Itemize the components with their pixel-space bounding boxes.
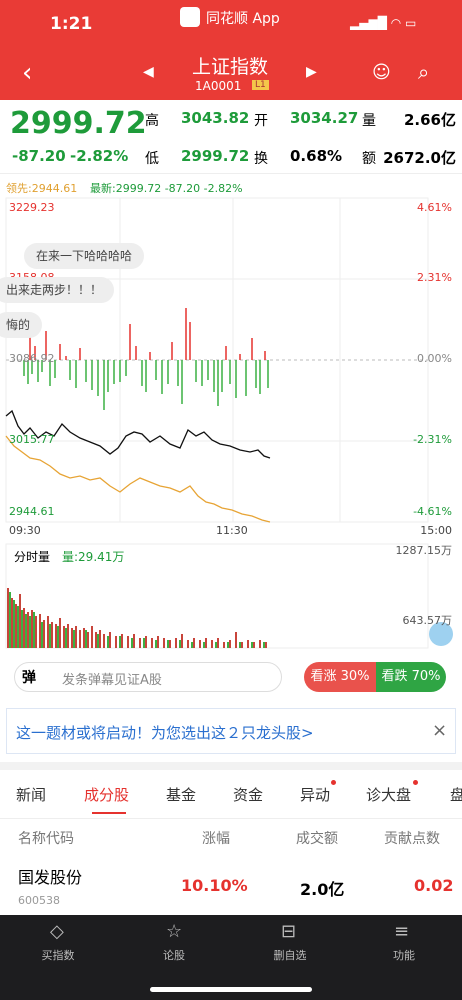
stat-value: 2999.72 — [181, 147, 250, 165]
status-icons: ▂▄▆█ ◠ ▭ — [350, 16, 417, 30]
axis-label: 4.61% — [417, 201, 452, 214]
stock-name[interactable]: 国发股份 — [18, 868, 83, 887]
tab[interactable]: 成分股 — [84, 786, 130, 804]
stat-label: 量 — [362, 113, 376, 129]
danmaku: 出来走两步！！！ — [0, 277, 115, 303]
stat-label: 高 — [145, 113, 159, 129]
search-icon[interactable]: ⌕ — [418, 60, 430, 84]
stat-value: 2672.0亿 — [383, 149, 456, 167]
price: 2999.72 — [10, 106, 147, 141]
stat-value: 3034.27 — [290, 109, 359, 127]
axis-label: 2944.61 — [9, 505, 55, 518]
icon: ⊟ — [281, 921, 297, 942]
divider — [0, 173, 462, 174]
header: 1:21 同花顺 App ▂▄▆█ ◠ ▭ ‹ ◀ 上证指数 ▶ 1A0001 … — [0, 0, 462, 100]
stat-value: 3043.82 — [181, 109, 250, 127]
stat-value: 0.68% — [290, 147, 343, 165]
column-header[interactable]: 涨幅 — [202, 831, 230, 847]
volume-bars — [7, 588, 267, 648]
home-indicator — [150, 987, 312, 992]
banner-close[interactable]: × — [432, 720, 448, 741]
axis-label: -4.61% — [413, 505, 452, 518]
leader-label: 领先:2944.61 — [6, 182, 78, 195]
volume-bars-down — [9, 592, 265, 648]
robot-icon[interactable]: ☺ — [372, 62, 391, 83]
stat-label: 额 — [362, 151, 376, 167]
volume-current: 量:29.41万 — [62, 550, 125, 564]
price-line — [5, 409, 271, 459]
toolbar-item[interactable]: 删自选 — [273, 949, 307, 962]
tab[interactable]: 资金 — [233, 786, 264, 804]
toolbar-item[interactable]: 买指数 — [41, 949, 75, 962]
divider — [0, 762, 462, 770]
danmaku: 在来一下哈哈哈哈 — [24, 243, 145, 269]
danmaku: 悔的 — [0, 312, 43, 338]
divider — [0, 818, 462, 819]
tab[interactable]: 异动 — [300, 786, 331, 804]
tab[interactable]: 盘 — [450, 786, 462, 804]
level-badge: L1 — [252, 80, 269, 90]
expand-button[interactable] — [429, 622, 453, 646]
next-button[interactable]: ▶ — [306, 64, 317, 80]
prev-button[interactable]: ◀ — [143, 64, 154, 80]
axis-label: 3015.77 — [9, 433, 55, 446]
down-bars — [23, 360, 269, 410]
grid — [5, 197, 429, 649]
volume-axis: 643.57万 — [402, 614, 453, 627]
volume-axis: 1287.15万 — [395, 544, 453, 557]
change-pct: -2.82% — [70, 147, 129, 165]
stock-turnover: 2.0亿 — [300, 880, 345, 899]
change: -87.20 — [12, 147, 66, 165]
stat-label: 开 — [254, 113, 268, 129]
axis-label: -2.31% — [413, 433, 452, 446]
dot — [413, 780, 418, 785]
tab-indicator — [92, 812, 126, 814]
time-label: 09:30 — [9, 524, 41, 537]
back-button[interactable]: ‹ — [22, 58, 33, 88]
banner[interactable] — [6, 708, 456, 754]
time-label: 11:30 — [216, 524, 248, 537]
tab[interactable]: 基金 — [166, 786, 197, 804]
icon: ≡ — [394, 921, 410, 942]
app-name: 同花顺 App — [206, 11, 280, 27]
column-header[interactable]: 贡献点数 — [384, 831, 440, 847]
time-label: 15:00 — [420, 524, 452, 537]
intraday-chart — [5, 197, 453, 649]
axis-label: 3229.23 — [9, 201, 55, 214]
banner-text: 这一题材或将启动！为您选出这２只龙头股> — [16, 724, 314, 742]
volume-title: 分时量 — [14, 550, 51, 564]
tab[interactable]: 新闻 — [16, 786, 47, 804]
nav-title: 上证指数 — [192, 56, 269, 78]
up-bars — [29, 308, 266, 360]
toolbar: ◇ ☆ ⊟ ≡ 买指数 论股 删自选 功能 — [0, 915, 462, 1000]
bull-button[interactable]: 看涨 30% — [304, 662, 376, 692]
leader-line — [5, 435, 271, 523]
app-icon — [180, 7, 200, 27]
latest-label: 最新:2999.72 -87.20 -2.82% — [90, 182, 243, 195]
stock-code: 600538 — [18, 894, 60, 907]
bear-button[interactable]: 看跌 70% — [376, 662, 446, 692]
stock-change: 10.10% — [181, 876, 248, 895]
axis-label: 2.31% — [417, 271, 452, 284]
stat-label: 换 — [254, 151, 268, 167]
danmaku-placeholder: 发条弹幕见证A股 — [62, 673, 162, 688]
stat-value: 2.66亿 — [403, 111, 456, 129]
column-header: 名称代码 — [18, 831, 74, 847]
danmaku-input[interactable] — [14, 662, 282, 692]
stat-label: 低 — [145, 151, 159, 167]
axis-label: 0.00% — [417, 352, 452, 365]
axis-label: 3086.92 — [9, 352, 55, 365]
stock-points: 0.02 — [414, 876, 454, 895]
icon: ◇ — [50, 921, 64, 942]
tab[interactable]: 诊大盘 — [366, 786, 412, 804]
toolbar-item[interactable]: 论股 — [163, 949, 185, 962]
time: 1:21 — [50, 14, 93, 34]
toolbar-item[interactable]: 功能 — [393, 949, 415, 962]
column-header[interactable]: 成交额 — [296, 831, 338, 847]
icon: ☆ — [166, 921, 183, 942]
nav-code: 1A0001 — [195, 79, 242, 93]
danmaku-icon: 弹 — [22, 670, 36, 686]
dot — [331, 780, 336, 785]
